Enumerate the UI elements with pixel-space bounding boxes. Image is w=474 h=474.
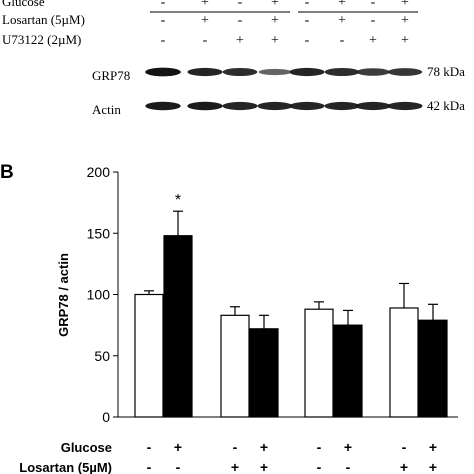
x-row-label: Glucose xyxy=(61,440,112,455)
blot-sign: + xyxy=(271,0,279,10)
western-blot-panel: Glucose Losartan (5µM) U73122 (2µM) GRP7… xyxy=(2,0,465,117)
blot-sign: + xyxy=(271,13,279,28)
blot-band xyxy=(289,67,325,77)
blot-sign: - xyxy=(371,0,376,10)
losartan-row-label: Losartan (5µM) xyxy=(2,12,85,27)
blot-band xyxy=(387,68,423,76)
blot-band xyxy=(145,101,181,111)
blot-band xyxy=(222,68,258,76)
blot-sign: + xyxy=(338,0,346,10)
x-row-sign: + xyxy=(344,439,352,455)
blot-sign: + xyxy=(236,33,244,48)
u73122-row-label: U73122 (2µM) xyxy=(2,32,81,47)
x-row-sign: + xyxy=(429,439,437,455)
blot-sign: - xyxy=(305,0,310,10)
actin-band-label: Actin xyxy=(92,102,121,117)
blot-sign: - xyxy=(371,13,376,28)
blot-sign: - xyxy=(203,33,208,48)
white-bar xyxy=(220,314,250,418)
bar-chart: GRP78 / actin 0 50 100 150 200 * Glucose - + - + - +… xyxy=(19,164,458,474)
blot-sign: - xyxy=(340,33,345,48)
grp78-band-label: GRP78 xyxy=(92,68,130,83)
blot-band xyxy=(258,68,292,76)
y-axis-label: GRP78 / actin xyxy=(56,253,71,337)
blot-band xyxy=(355,68,391,76)
x-row-sign: - xyxy=(147,459,152,474)
x-row-sign: + xyxy=(400,459,408,474)
black-bar xyxy=(333,324,363,418)
blot-sign: + xyxy=(401,0,409,10)
blot-band xyxy=(387,101,423,111)
blot-band xyxy=(222,101,258,111)
significance-asterisk: * xyxy=(175,192,181,209)
y-tick-label: 50 xyxy=(94,348,110,364)
blot-band xyxy=(145,67,181,77)
x-row-sign: + xyxy=(174,439,182,455)
blot-sign: - xyxy=(161,33,166,48)
x-row-sign: - xyxy=(147,439,152,455)
blot-sign: - xyxy=(305,33,310,48)
blot-sign: + xyxy=(401,33,409,48)
actin-size-label: 42 kDa xyxy=(427,98,465,113)
blot-sign: - xyxy=(238,0,243,10)
x-row-label: Losartan (5µM) xyxy=(19,460,112,474)
blot-band xyxy=(187,67,223,77)
x-row-sign: - xyxy=(317,439,322,455)
blot-sign: + xyxy=(201,13,209,28)
x-row-sign: + xyxy=(260,439,268,455)
panel-b-letter: B xyxy=(0,162,14,183)
x-row-sign: + xyxy=(231,459,239,474)
x-row-sign: - xyxy=(346,459,351,474)
y-tick-label: 150 xyxy=(87,225,111,241)
blot-band xyxy=(324,68,360,76)
x-row-sign: - xyxy=(402,439,407,455)
x-row-sign: - xyxy=(317,459,322,474)
x-row-sign: + xyxy=(429,459,437,474)
blot-sign: + xyxy=(338,13,346,28)
x-row-sign: - xyxy=(176,459,181,474)
y-tick-label: 100 xyxy=(87,287,111,303)
blot-band xyxy=(289,101,325,111)
y-tick-label: 0 xyxy=(102,409,110,425)
blot-band xyxy=(187,101,223,111)
white-bar xyxy=(134,293,164,418)
black-bar xyxy=(249,328,279,418)
blot-sign: - xyxy=(161,13,166,28)
blot-sign: + xyxy=(401,13,409,28)
blot-sign: + xyxy=(201,0,209,10)
blot-sign: + xyxy=(271,33,279,48)
glucose-row-label: Glucose xyxy=(2,0,45,9)
blot-band xyxy=(324,101,360,111)
black-bar xyxy=(163,235,193,418)
blot-sign: + xyxy=(369,33,377,48)
y-tick-label: 200 xyxy=(87,164,111,180)
blot-band xyxy=(257,101,293,111)
white-bar xyxy=(389,307,419,418)
grp78-size-label: 78 kDa xyxy=(427,64,465,79)
blot-sign: - xyxy=(238,13,243,28)
blot-band xyxy=(355,101,391,111)
blot-sign: - xyxy=(305,13,310,28)
blot-sign: - xyxy=(161,0,166,10)
white-bar xyxy=(304,308,334,418)
x-row-sign: + xyxy=(260,459,268,474)
x-row-sign: - xyxy=(233,439,238,455)
black-bar xyxy=(418,319,448,418)
